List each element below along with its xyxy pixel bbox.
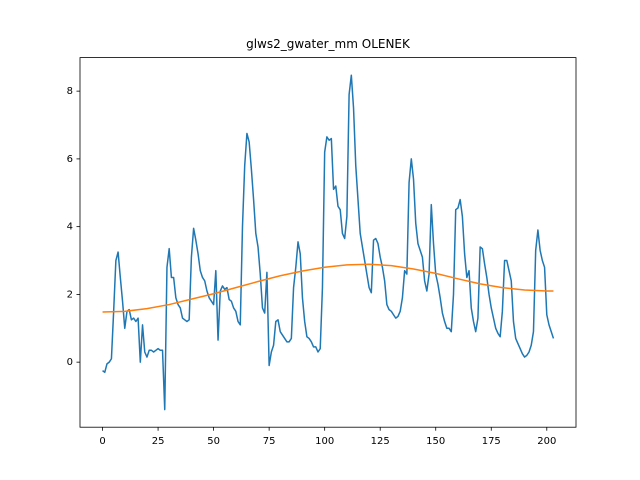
x-tick-label: 50	[207, 436, 220, 447]
x-tick-label: 150	[426, 436, 445, 447]
x-tick-label: 175	[482, 436, 501, 447]
plot-frame	[79, 57, 577, 428]
x-tick-label: 200	[537, 436, 556, 447]
x-tick-label: 0	[99, 436, 105, 447]
y-tick-label: 8	[67, 86, 73, 97]
x-tick-label: 75	[263, 436, 276, 447]
x-tick-label: 125	[371, 436, 390, 447]
y-tick-label: 0	[67, 357, 73, 368]
x-tick-label: 25	[152, 436, 165, 447]
y-tick-label: 4	[67, 222, 73, 233]
data-line	[102, 263, 554, 313]
x-tick-label: 100	[315, 436, 334, 447]
y-tick-label: 6	[67, 154, 73, 165]
chart-title: glws2_gwater_mm OLENEK	[246, 37, 411, 51]
y-tick-label: 2	[67, 289, 73, 300]
data-line	[102, 74, 555, 411]
